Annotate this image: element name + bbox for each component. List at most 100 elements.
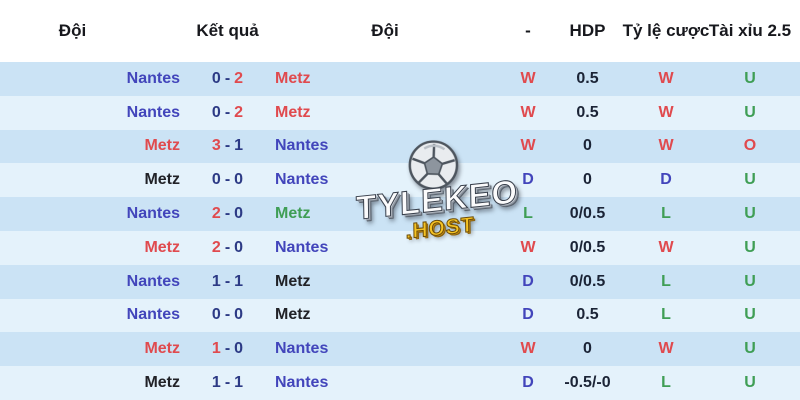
odds-result: W [658,103,674,121]
team1-name: Nantes [126,205,180,223]
odds-result: W [658,238,674,256]
score-right: 0 [234,205,244,223]
match-score: 1-1 [180,374,275,392]
score-left: 1 [211,374,221,392]
hdp-value: 0 [583,340,592,358]
team2-name: Nantes [275,238,329,256]
score-right: 0 [234,171,244,189]
over-under-result: U [744,171,756,189]
handicap-result: W [520,137,536,155]
match-score: 1-1 [180,273,275,291]
h2h-row: Nantes 1-1 Metz D 0/0.5 L U [0,264,800,299]
h2h-row: Nantes 0-2 Metz W 0.5 W U [0,95,800,130]
score-right: 0 [234,238,244,256]
score-dash: - [224,374,231,392]
h2h-row: Nantes 2-0 Metz L 0/0.5 L U [0,197,800,231]
hdp-value: 0 [583,137,592,155]
handicap-result: W [520,69,536,87]
score-left: 1 [211,340,221,358]
team2-name: Nantes [275,137,329,155]
odds-result: L [661,306,671,324]
match-score: 2-0 [180,205,275,223]
handicap-result: L [523,205,533,223]
score-right: 2 [234,69,244,87]
match-score: 3-1 [180,137,275,155]
header-dash: - [525,21,531,40]
score-right: 2 [234,103,244,121]
match-score: 1-0 [180,340,275,358]
team1-name: Metz [144,171,180,189]
h2h-row: Nantes 0-0 Metz D 0.5 L U [0,298,800,333]
table-header: Đội Kết quả Đội - HDP Tỷ lệ cược Tài xỉu… [0,0,800,62]
over-under-result: U [744,238,756,256]
over-under-result: O [743,137,757,155]
handicap-result: W [520,238,536,256]
team1-name: Metz [144,137,180,155]
hdp-value: 0/0.5 [569,238,606,256]
team2-name: Nantes [275,171,329,189]
odds-result: L [661,205,671,223]
match-score: 0-2 [180,70,275,88]
score-right: 0 [234,340,244,358]
team1-name: Metz [144,340,180,358]
header-team1: Đội [58,21,87,40]
hdp-value: 0.5 [576,103,599,121]
hdp-value: -0.5/-0 [564,374,611,392]
header-team2: Đội [371,21,399,40]
header-result: Kết quả [196,21,259,40]
hdp-value: 0.5 [576,69,599,87]
over-under-result: U [744,69,756,87]
score-dash: - [224,272,231,290]
handicap-result: D [522,374,534,392]
over-under-result: U [744,306,756,324]
handicap-result: D [522,306,534,324]
header-odds: Tỷ lệ cược [622,21,710,40]
team2-name: Metz [275,272,311,290]
match-score: 2-0 [180,239,275,257]
h2h-row: Metz 3-1 Nantes W 0 W O [0,129,800,164]
team1-name: Nantes [126,69,180,87]
team1-name: Nantes [126,306,180,324]
score-left: 1 [211,272,221,290]
odds-result: L [661,374,671,392]
odds-result: L [661,272,671,290]
handicap-result: W [520,103,536,121]
score-left: 0 [211,306,221,324]
team2-name: Nantes [275,340,329,358]
h2h-row: Nantes 0-2 Metz W 0.5 W U [0,62,800,96]
odds-result: D [660,171,672,189]
odds-result: W [658,69,674,87]
over-under-result: U [744,272,756,290]
team1-name: Nantes [126,272,180,290]
team2-name: Metz [275,69,311,87]
handicap-result: W [520,340,536,358]
team2-name: Metz [275,103,311,121]
team1-name: Nantes [126,103,180,121]
score-dash: - [224,171,231,189]
score-left: 0 [211,103,221,121]
score-dash: - [224,340,231,358]
over-under-result: U [744,374,756,392]
h2h-row: Metz 2-0 Nantes W 0/0.5 W U [0,230,800,265]
h2h-row: Metz 1-0 Nantes W 0 W U [0,332,800,367]
score-dash: - [224,205,231,223]
header-over-under: Tài xỉu 2.5 [708,21,792,40]
score-dash: - [224,306,231,324]
team1-name: Metz [144,374,180,392]
score-left: 2 [211,205,221,223]
odds-result: W [658,137,674,155]
score-dash: - [224,238,231,256]
team2-name: Nantes [275,374,329,392]
h2h-row: Metz 0-0 Nantes D 0 D U [0,163,800,198]
score-left: 3 [211,137,221,155]
over-under-result: U [744,103,756,121]
team2-name: Metz [275,205,311,223]
match-score: 0-0 [180,171,275,189]
score-dash: - [224,103,231,121]
handicap-result: D [522,272,534,290]
h2h-table-body: Nantes 0-2 Metz W 0.5 W U Nantes 0-2 Metz W 0.5 W U Me… [0,62,800,400]
h2h-row: Metz 1-1 Nantes D -0.5/-0 L U [0,366,800,400]
match-score: 0-0 [180,306,275,324]
hdp-value: 0 [583,171,592,189]
handicap-result: D [522,171,534,189]
